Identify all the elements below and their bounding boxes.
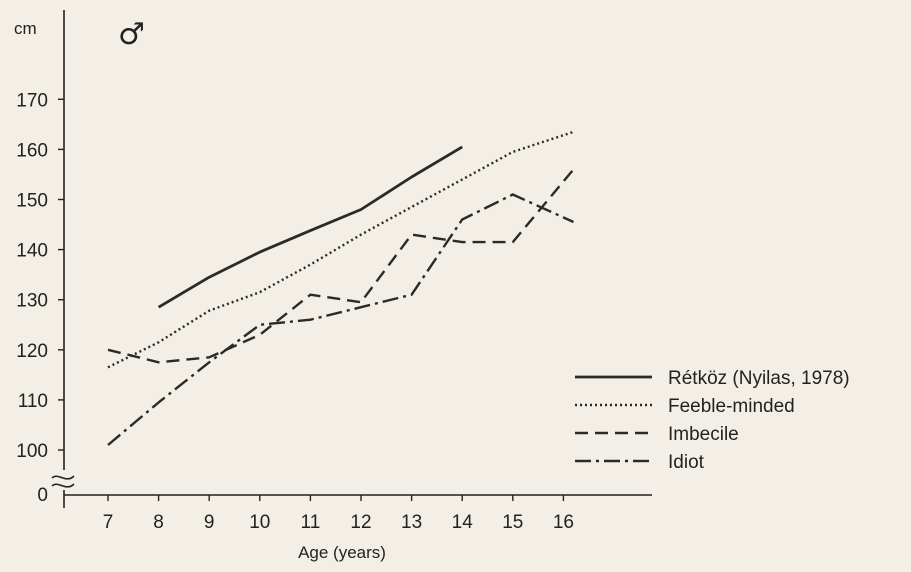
- x-tick-label: 9: [204, 512, 215, 533]
- series-lines: [107, 130, 575, 446]
- x-tick-label: 14: [452, 512, 474, 533]
- series-line-dashdot: [107, 193, 574, 446]
- x-tick-label: 7: [103, 512, 114, 533]
- y-axis-unit-label: cm: [14, 19, 37, 38]
- x-tick-label: 13: [401, 512, 422, 533]
- series-line-dashed: [107, 168, 575, 364]
- legend-label: Imbecile: [668, 424, 739, 445]
- male-symbol-icon: ♂: [118, 17, 145, 52]
- legend-label: Rétköz (Nyilas, 1978): [668, 368, 850, 389]
- y-tick-label: 120: [16, 341, 48, 362]
- x-tick-label: 10: [249, 512, 270, 533]
- x-tick-label: 12: [350, 512, 371, 533]
- y-tick-label: 170: [16, 90, 48, 111]
- series-line-solid: [157, 145, 463, 309]
- y-tick-label: 110: [18, 391, 48, 412]
- y-tick-label: 140: [16, 241, 48, 262]
- y-tick-label: 100: [16, 441, 48, 462]
- y-axis-ticks: 100 110 120 130 140 150 160 170: [16, 90, 64, 462]
- series-line-dotted: [107, 130, 574, 369]
- x-tick-label: 16: [553, 512, 574, 533]
- legend-label: Feeble-minded: [668, 396, 795, 417]
- x-axis-title: Age (years): [298, 543, 386, 562]
- x-tick-label: 8: [153, 512, 164, 533]
- y-tick-label: 130: [16, 291, 48, 312]
- y-axis: 100 110 120 130 140 150 160 170 0: [16, 10, 75, 508]
- y-tick-label-zero: 0: [37, 485, 48, 506]
- y-tick-label: 150: [16, 191, 48, 212]
- legend: Rétköz (Nyilas, 1978) Feeble-minded Imbeci…: [575, 368, 850, 473]
- x-axis: 7 8 9 10 11 12 13 14 15 16 Age (years): [64, 494, 652, 562]
- legend-label: Idiot: [668, 452, 705, 473]
- x-axis-ticks: 7 8 9 10 11 12 13 14 15 16: [103, 495, 574, 533]
- y-axis-break-mark: [51, 475, 75, 488]
- x-tick-label: 11: [301, 512, 321, 533]
- x-tick-label: 15: [502, 512, 523, 533]
- y-tick-label: 160: [16, 140, 48, 161]
